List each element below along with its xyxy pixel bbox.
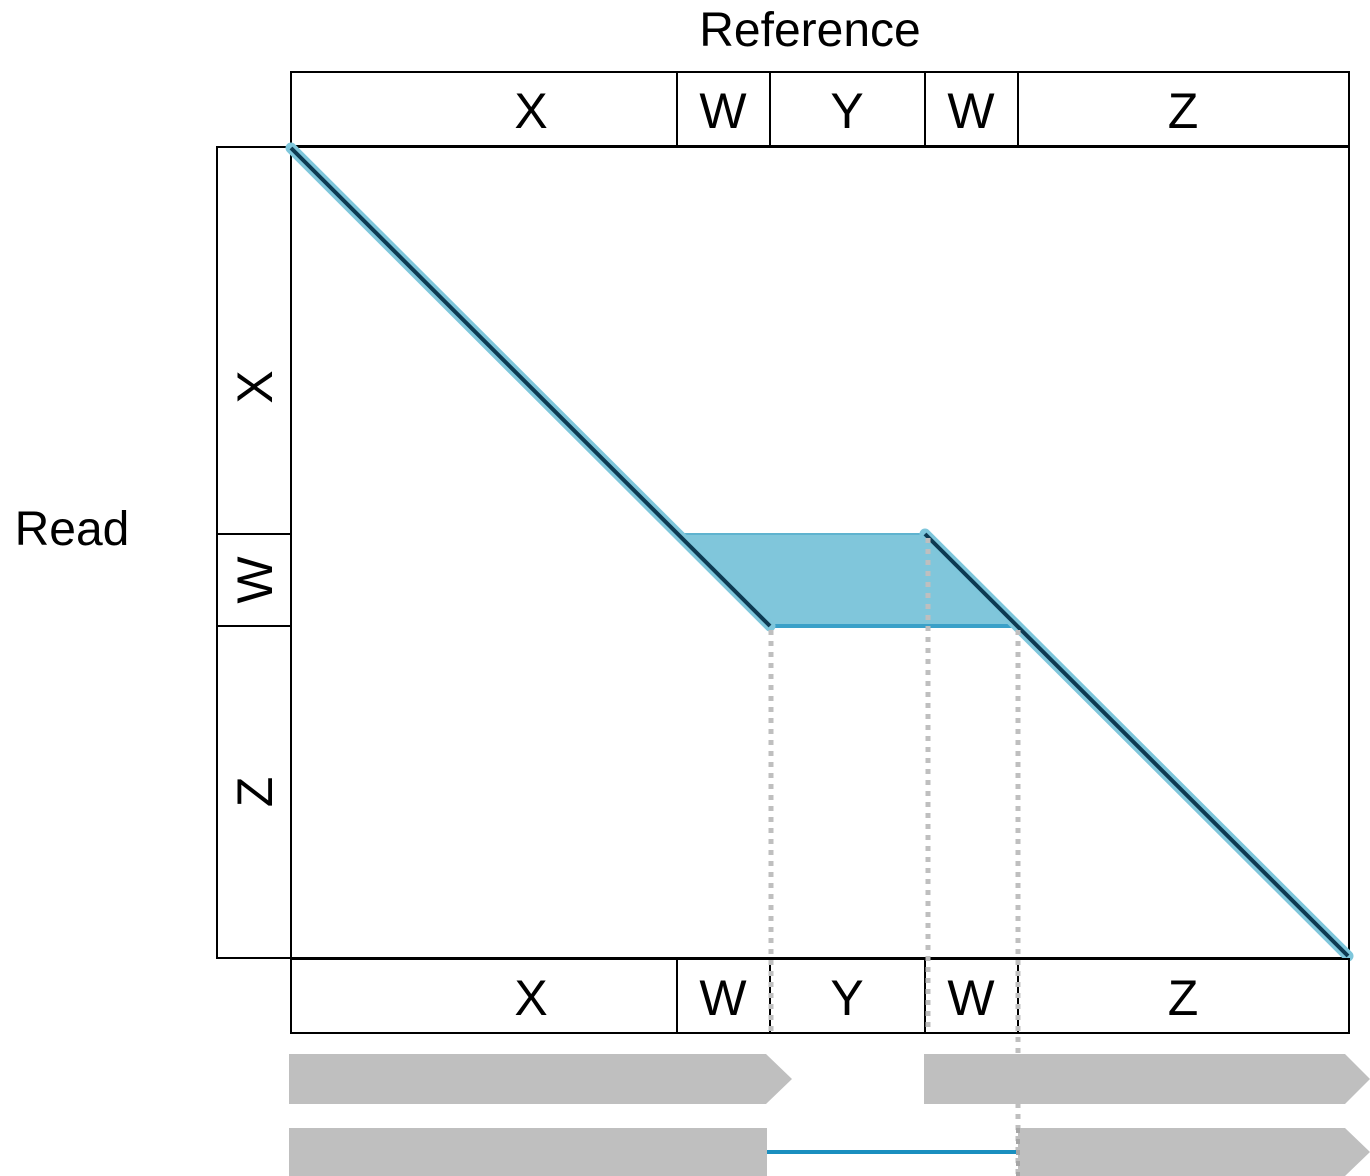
reference-segment-y — [769, 71, 926, 147]
bottom-segment-label: W — [947, 970, 995, 1026]
reference-segment-z — [1017, 71, 1350, 147]
bottom-segment-label: W — [699, 970, 747, 1026]
read-segment-z — [216, 625, 292, 959]
alignment-line — [923, 532, 1350, 958]
bottom-segment-w2 — [924, 958, 1019, 1034]
reference-segment-bar: X W Y W Z — [290, 71, 1350, 147]
reference-segment-label: Z — [1168, 83, 1199, 139]
alignment-path — [285, 142, 1354, 962]
reference-segment-label: W — [699, 83, 747, 139]
reference-segment-label: X — [514, 83, 547, 139]
alignment-line — [289, 146, 772, 628]
bottom-segment-label: Y — [830, 970, 863, 1026]
read-segment-label: Z — [227, 777, 283, 808]
bottom-segment-label: X — [514, 970, 547, 1026]
read-axis-label: Read — [15, 503, 130, 556]
reference-segment-x — [290, 71, 678, 147]
aligned-block-arrow — [924, 1054, 1370, 1104]
bottom-segment-bar: X W Y W Z — [290, 958, 1350, 1034]
reference-segment-label: W — [947, 83, 995, 139]
read-segment-x — [216, 146, 292, 535]
bottom-segment-z — [1017, 958, 1350, 1034]
bottom-segment-label: Z — [1168, 970, 1199, 1026]
reference-axis-label: Reference — [699, 4, 920, 57]
read-segment-bar: X W Z — [216, 146, 292, 959]
aligned-block-arrow — [289, 1128, 767, 1176]
aligned-block-arrow — [289, 1054, 792, 1104]
reference-segment-w1 — [676, 71, 771, 147]
bottom-segment-w1 — [676, 958, 771, 1034]
aligned-block-arrow — [1018, 1128, 1370, 1176]
read-segment-label: W — [227, 556, 283, 604]
bottom-segment-x — [290, 958, 678, 1034]
reference-segment-label: Y — [830, 83, 863, 139]
read-segment-label: X — [227, 370, 283, 403]
